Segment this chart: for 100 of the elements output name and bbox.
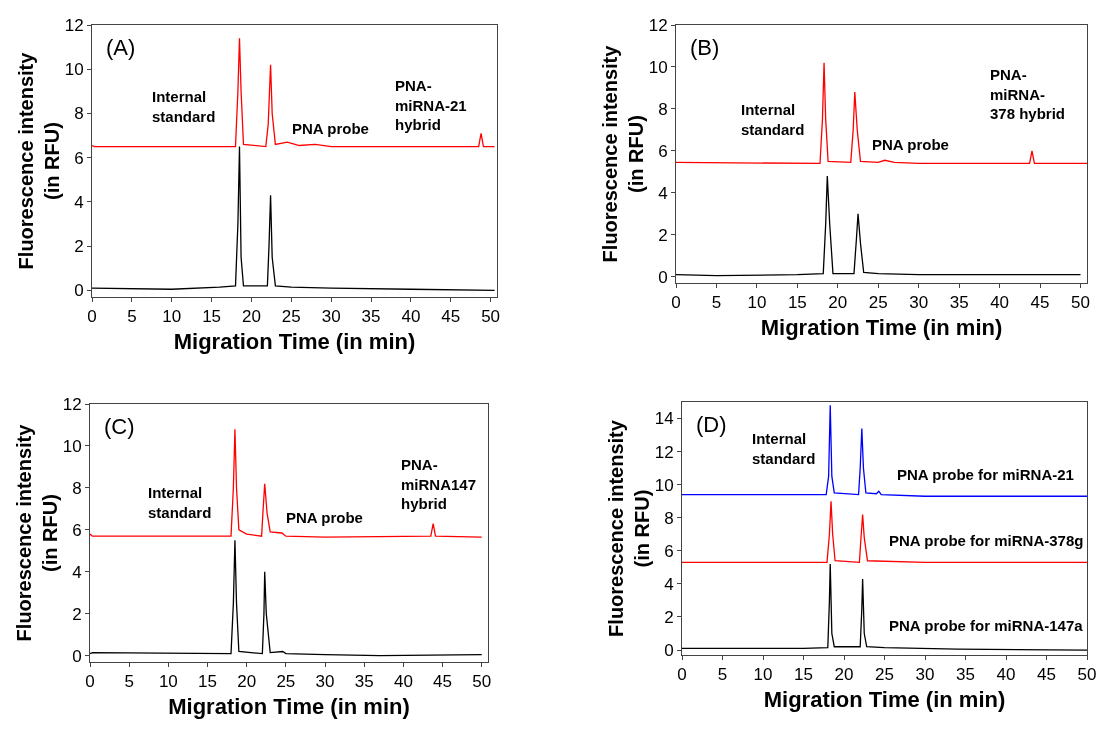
annotation: Internal standard <box>752 430 816 467</box>
y-tick-label: 2 <box>72 604 82 624</box>
x-axis-title: Migration Time (in min) <box>173 329 416 355</box>
x-tick-label: 40 <box>393 672 413 692</box>
x-tick-label: 45 <box>433 672 453 692</box>
x-tick-label: 25 <box>281 307 301 327</box>
y-tick-label: 12 <box>62 394 82 414</box>
x-tick-label: 10 <box>158 672 178 692</box>
line-series <box>92 145 496 292</box>
x-tick-label: 10 <box>162 307 182 327</box>
x-tick-label: 25 <box>875 665 894 685</box>
y-tick-label: 6 <box>74 148 84 168</box>
x-tick-label: 25 <box>276 672 296 692</box>
x-axis-title: Migration Time (in min) <box>168 694 410 720</box>
x-tick-label: 15 <box>794 665 813 685</box>
x-tick-label: 5 <box>711 293 722 313</box>
annotation: PNA probe <box>286 509 363 526</box>
x-tick-label: 5 <box>717 665 728 685</box>
annotation: Internal standard <box>152 88 216 125</box>
y-tick-label: 6 <box>658 141 668 161</box>
line-series <box>90 539 483 657</box>
y-tick-label: 6 <box>664 541 674 561</box>
y-tick-label: 6 <box>72 520 82 540</box>
x-tick-label: 20 <box>237 672 257 692</box>
x-tick-label: 30 <box>909 293 929 313</box>
annotation: Internal standard <box>148 484 212 521</box>
x-tick-label: 0 <box>677 665 687 685</box>
y-axis-title: Fluorescence intensity (in RFU) <box>14 51 63 270</box>
x-tick-label: 35 <box>949 293 969 313</box>
y-tick-label: 12 <box>64 15 84 35</box>
y-tick-label: 8 <box>664 508 674 528</box>
y-tick-label: 0 <box>658 267 668 287</box>
x-tick-label: 45 <box>1030 293 1050 313</box>
x-tick-label: 35 <box>354 672 374 692</box>
line-series <box>682 563 1087 651</box>
line-series <box>92 37 496 148</box>
line-series <box>682 500 1087 564</box>
x-tick-label: 5 <box>127 307 137 327</box>
annotation: (A) <box>106 35 136 60</box>
x-tick-label: 50 <box>1071 293 1090 313</box>
y-tick-label: 12 <box>648 15 668 35</box>
y-tick-label: 10 <box>654 475 674 495</box>
y-axis-title: Fluorescence intensity (in RFU) <box>604 419 653 637</box>
y-tick-label: 10 <box>62 436 82 456</box>
y-tick-label: 2 <box>664 607 674 627</box>
annotation: PNA probe for miRNA-147a <box>889 617 1084 634</box>
x-tick-label: 5 <box>124 672 134 692</box>
x-tick-label: 15 <box>198 672 217 692</box>
y-tick-label: 0 <box>664 640 674 660</box>
x-tick-label: 15 <box>202 307 222 327</box>
y-tick-label: 4 <box>74 192 84 212</box>
y-axis-title: Fluorescence intensity (in RFU) <box>598 44 647 263</box>
x-tick-label: 20 <box>241 307 261 327</box>
x-axis-title: Migration Time (in min) <box>763 687 1006 713</box>
x-tick-label: 35 <box>956 665 975 685</box>
line-series <box>676 175 1082 277</box>
y-tick-label: 10 <box>648 57 668 77</box>
x-tick-label: 50 <box>481 307 501 327</box>
y-tick-label: 8 <box>658 99 668 119</box>
y-tick-label: 10 <box>64 60 84 80</box>
annotation: PNA probe for miRNA-21 <box>897 466 1074 483</box>
x-tick-label: 50 <box>1077 665 1097 685</box>
annotation: PNA probe for miRNA-378g <box>889 532 1084 549</box>
x-tick-label: 30 <box>315 672 335 692</box>
x-tick-label: 45 <box>441 307 461 327</box>
y-tick-label: 4 <box>658 183 668 203</box>
annotation: PNA- miRNA- 378 hybrid <box>990 66 1066 122</box>
x-tick-label: 40 <box>996 665 1016 685</box>
y-tick-label: 4 <box>664 574 674 594</box>
y-tick-label: 8 <box>72 478 82 498</box>
x-tick-label: 25 <box>868 293 888 313</box>
x-tick-label: 40 <box>401 307 421 327</box>
annotation: PNA- miRNA-21 hybrid <box>395 77 467 133</box>
y-tick-label: 2 <box>658 225 668 245</box>
x-tick-label: 10 <box>753 665 773 685</box>
x-tick-label: 30 <box>321 307 341 327</box>
x-tick-label: 15 <box>787 293 807 313</box>
x-tick-label: 35 <box>361 307 381 327</box>
x-tick-label: 20 <box>828 293 848 313</box>
annotation: PNA- miRNA147 hybrid <box>401 456 477 512</box>
annotation: PNA probe <box>292 120 369 137</box>
line-series <box>676 62 1087 165</box>
x-tick-label: 50 <box>472 672 492 692</box>
annotation: (C) <box>104 414 135 439</box>
x-tick-label: 0 <box>87 307 97 327</box>
y-tick-label: 12 <box>654 442 674 462</box>
annotation: (D) <box>696 412 727 437</box>
y-tick-label: 8 <box>74 104 84 124</box>
x-tick-label: 10 <box>747 293 767 313</box>
y-tick-label: 14 <box>654 409 674 429</box>
y-axis-title: Fluorescence intensity (in RFU) <box>12 423 61 642</box>
x-tick-label: 30 <box>915 665 935 685</box>
x-axis-title: Migration Time (in min) <box>760 315 1003 341</box>
line-series <box>682 404 1087 497</box>
y-tick-label: 2 <box>74 237 84 257</box>
annotation: Internal standard <box>741 101 805 138</box>
y-tick-label: 0 <box>72 646 82 666</box>
y-tick-label: 4 <box>72 562 82 582</box>
annotation: (B) <box>690 35 720 60</box>
x-tick-label: 20 <box>834 665 854 685</box>
